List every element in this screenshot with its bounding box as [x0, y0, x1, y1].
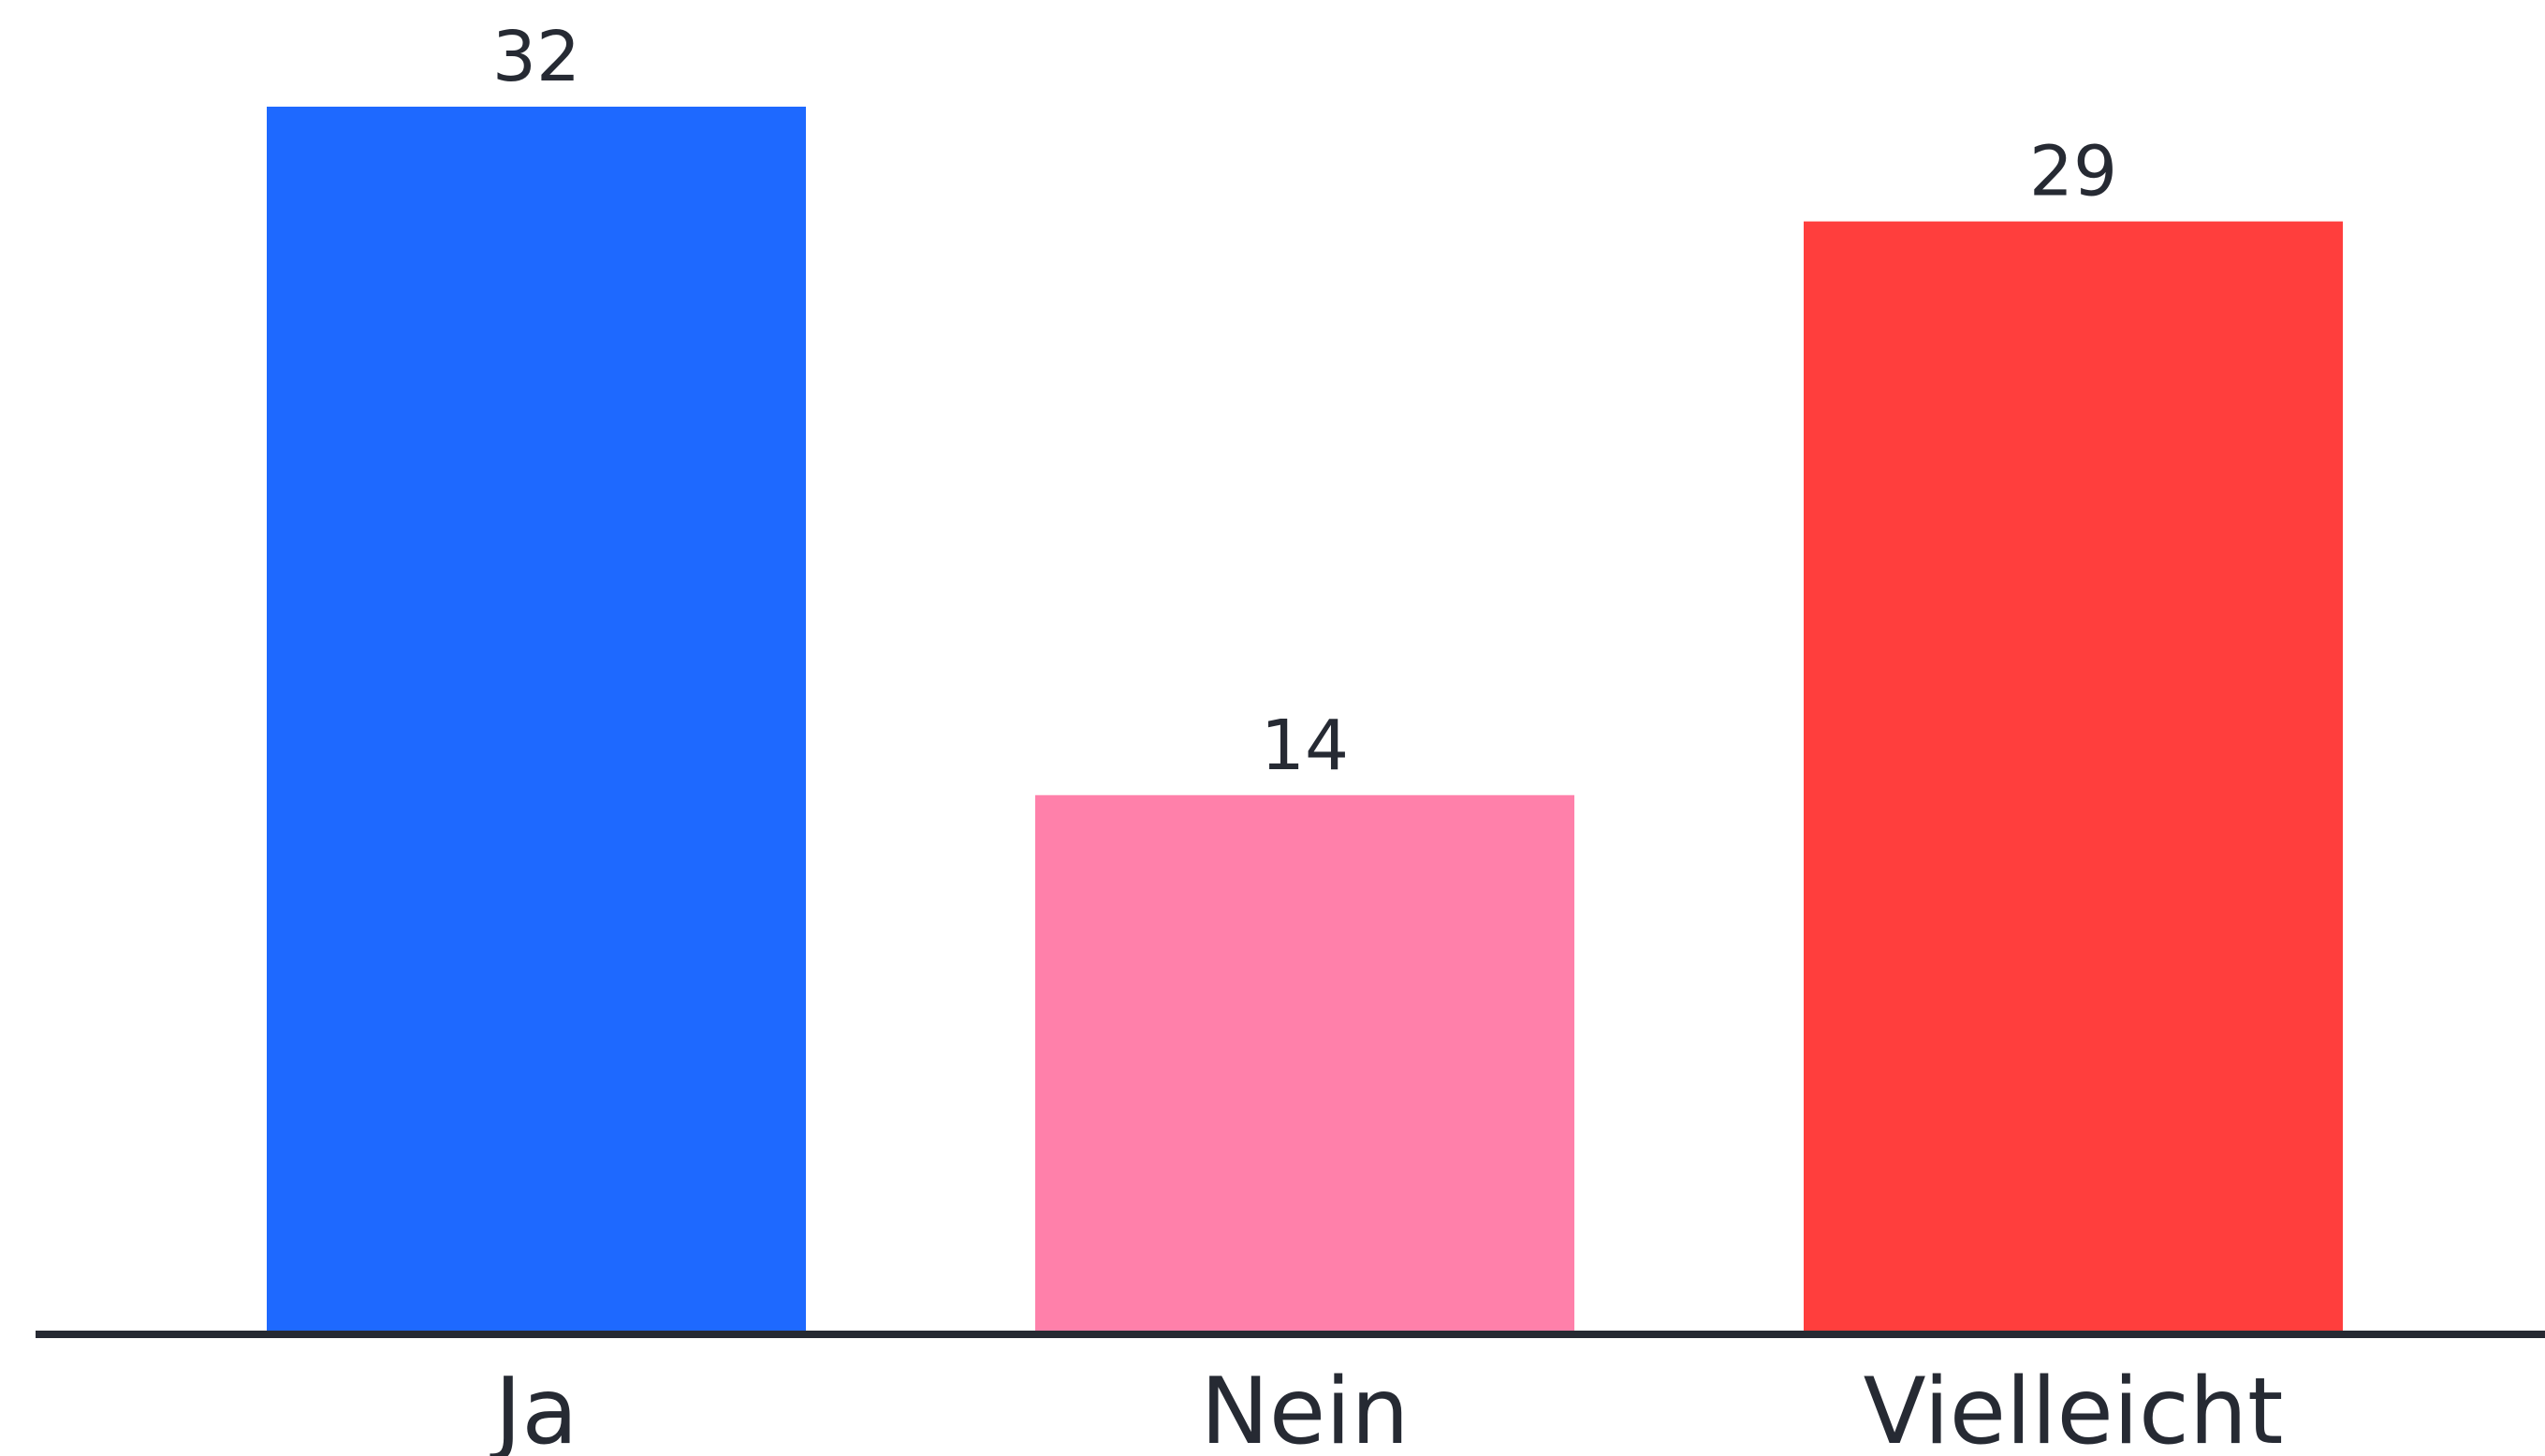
bar-ja: [267, 107, 806, 1331]
bar-nein: [1035, 794, 1574, 1331]
category-label-nein: Nein: [1201, 1359, 1410, 1456]
bar-vielleicht: [1804, 221, 2343, 1331]
category-label-ja: Ja: [490, 1359, 578, 1456]
bars-layer: [267, 107, 2343, 1331]
value-label-nein: 14: [1261, 706, 1349, 786]
category-label-vielleicht: Vielleicht: [1864, 1359, 2284, 1456]
value-labels-layer: 32 14 29: [492, 17, 2117, 786]
category-labels-layer: Ja Nein Vielleicht: [490, 1359, 2284, 1456]
value-label-vielleicht: 29: [2029, 132, 2117, 212]
value-label-ja: 32: [492, 17, 580, 97]
